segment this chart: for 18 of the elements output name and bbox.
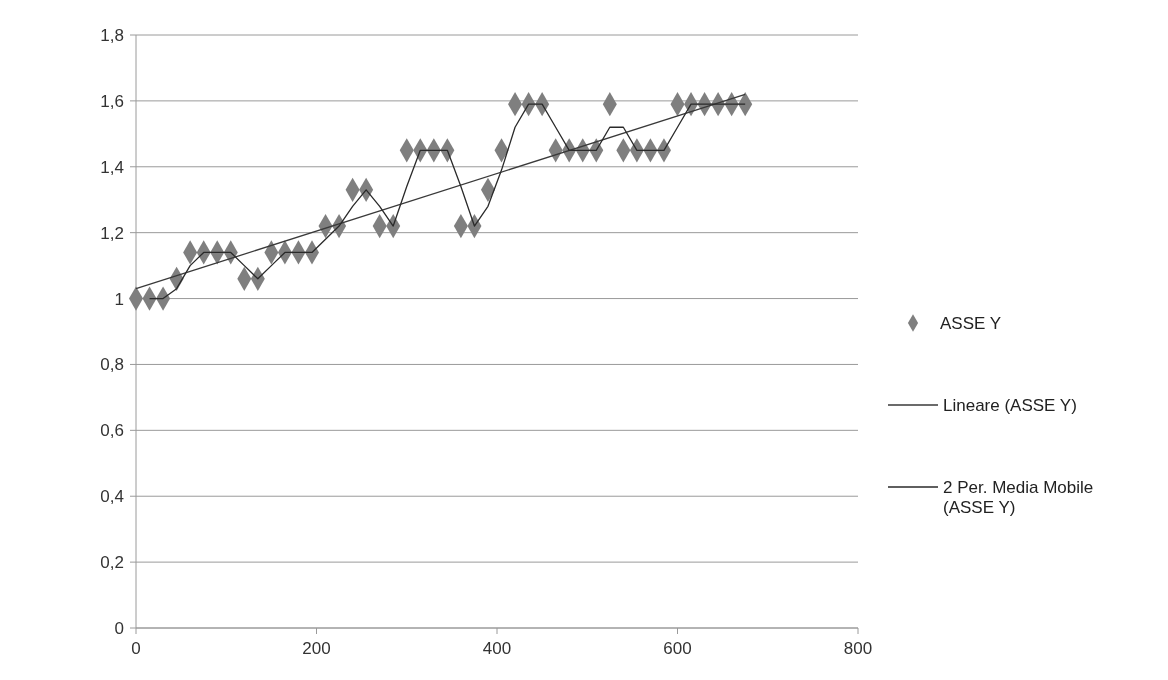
y-tick-label: 0,4 (100, 487, 124, 507)
x-tick-label: 800 (843, 639, 873, 658)
legend-label: Lineare (ASSE Y) (943, 395, 1077, 415)
legend-label: ASSE Y (940, 313, 1002, 333)
y-tick-label: 0,2 (100, 553, 124, 573)
y-tick-label: 1,4 (100, 157, 124, 177)
x-tick-label: 200 (302, 639, 331, 658)
y-tick-label: 1 (114, 289, 124, 309)
y-tick-label: 0,6 (100, 421, 124, 441)
x-tick-label: 600 (663, 639, 692, 658)
y-tick-label: 1,8 (100, 25, 124, 45)
y-tick-label: 1,6 (100, 91, 124, 111)
y-tick-label: 0,8 (100, 355, 124, 375)
y-tick-label: 0 (114, 618, 124, 638)
y-tick-label: 1,2 (100, 223, 124, 243)
x-tick-label: 0 (131, 639, 141, 658)
legend-label: 2 Per. Media Mobile (ASSE Y) (943, 477, 1094, 518)
x-tick-label: 400 (482, 639, 512, 658)
